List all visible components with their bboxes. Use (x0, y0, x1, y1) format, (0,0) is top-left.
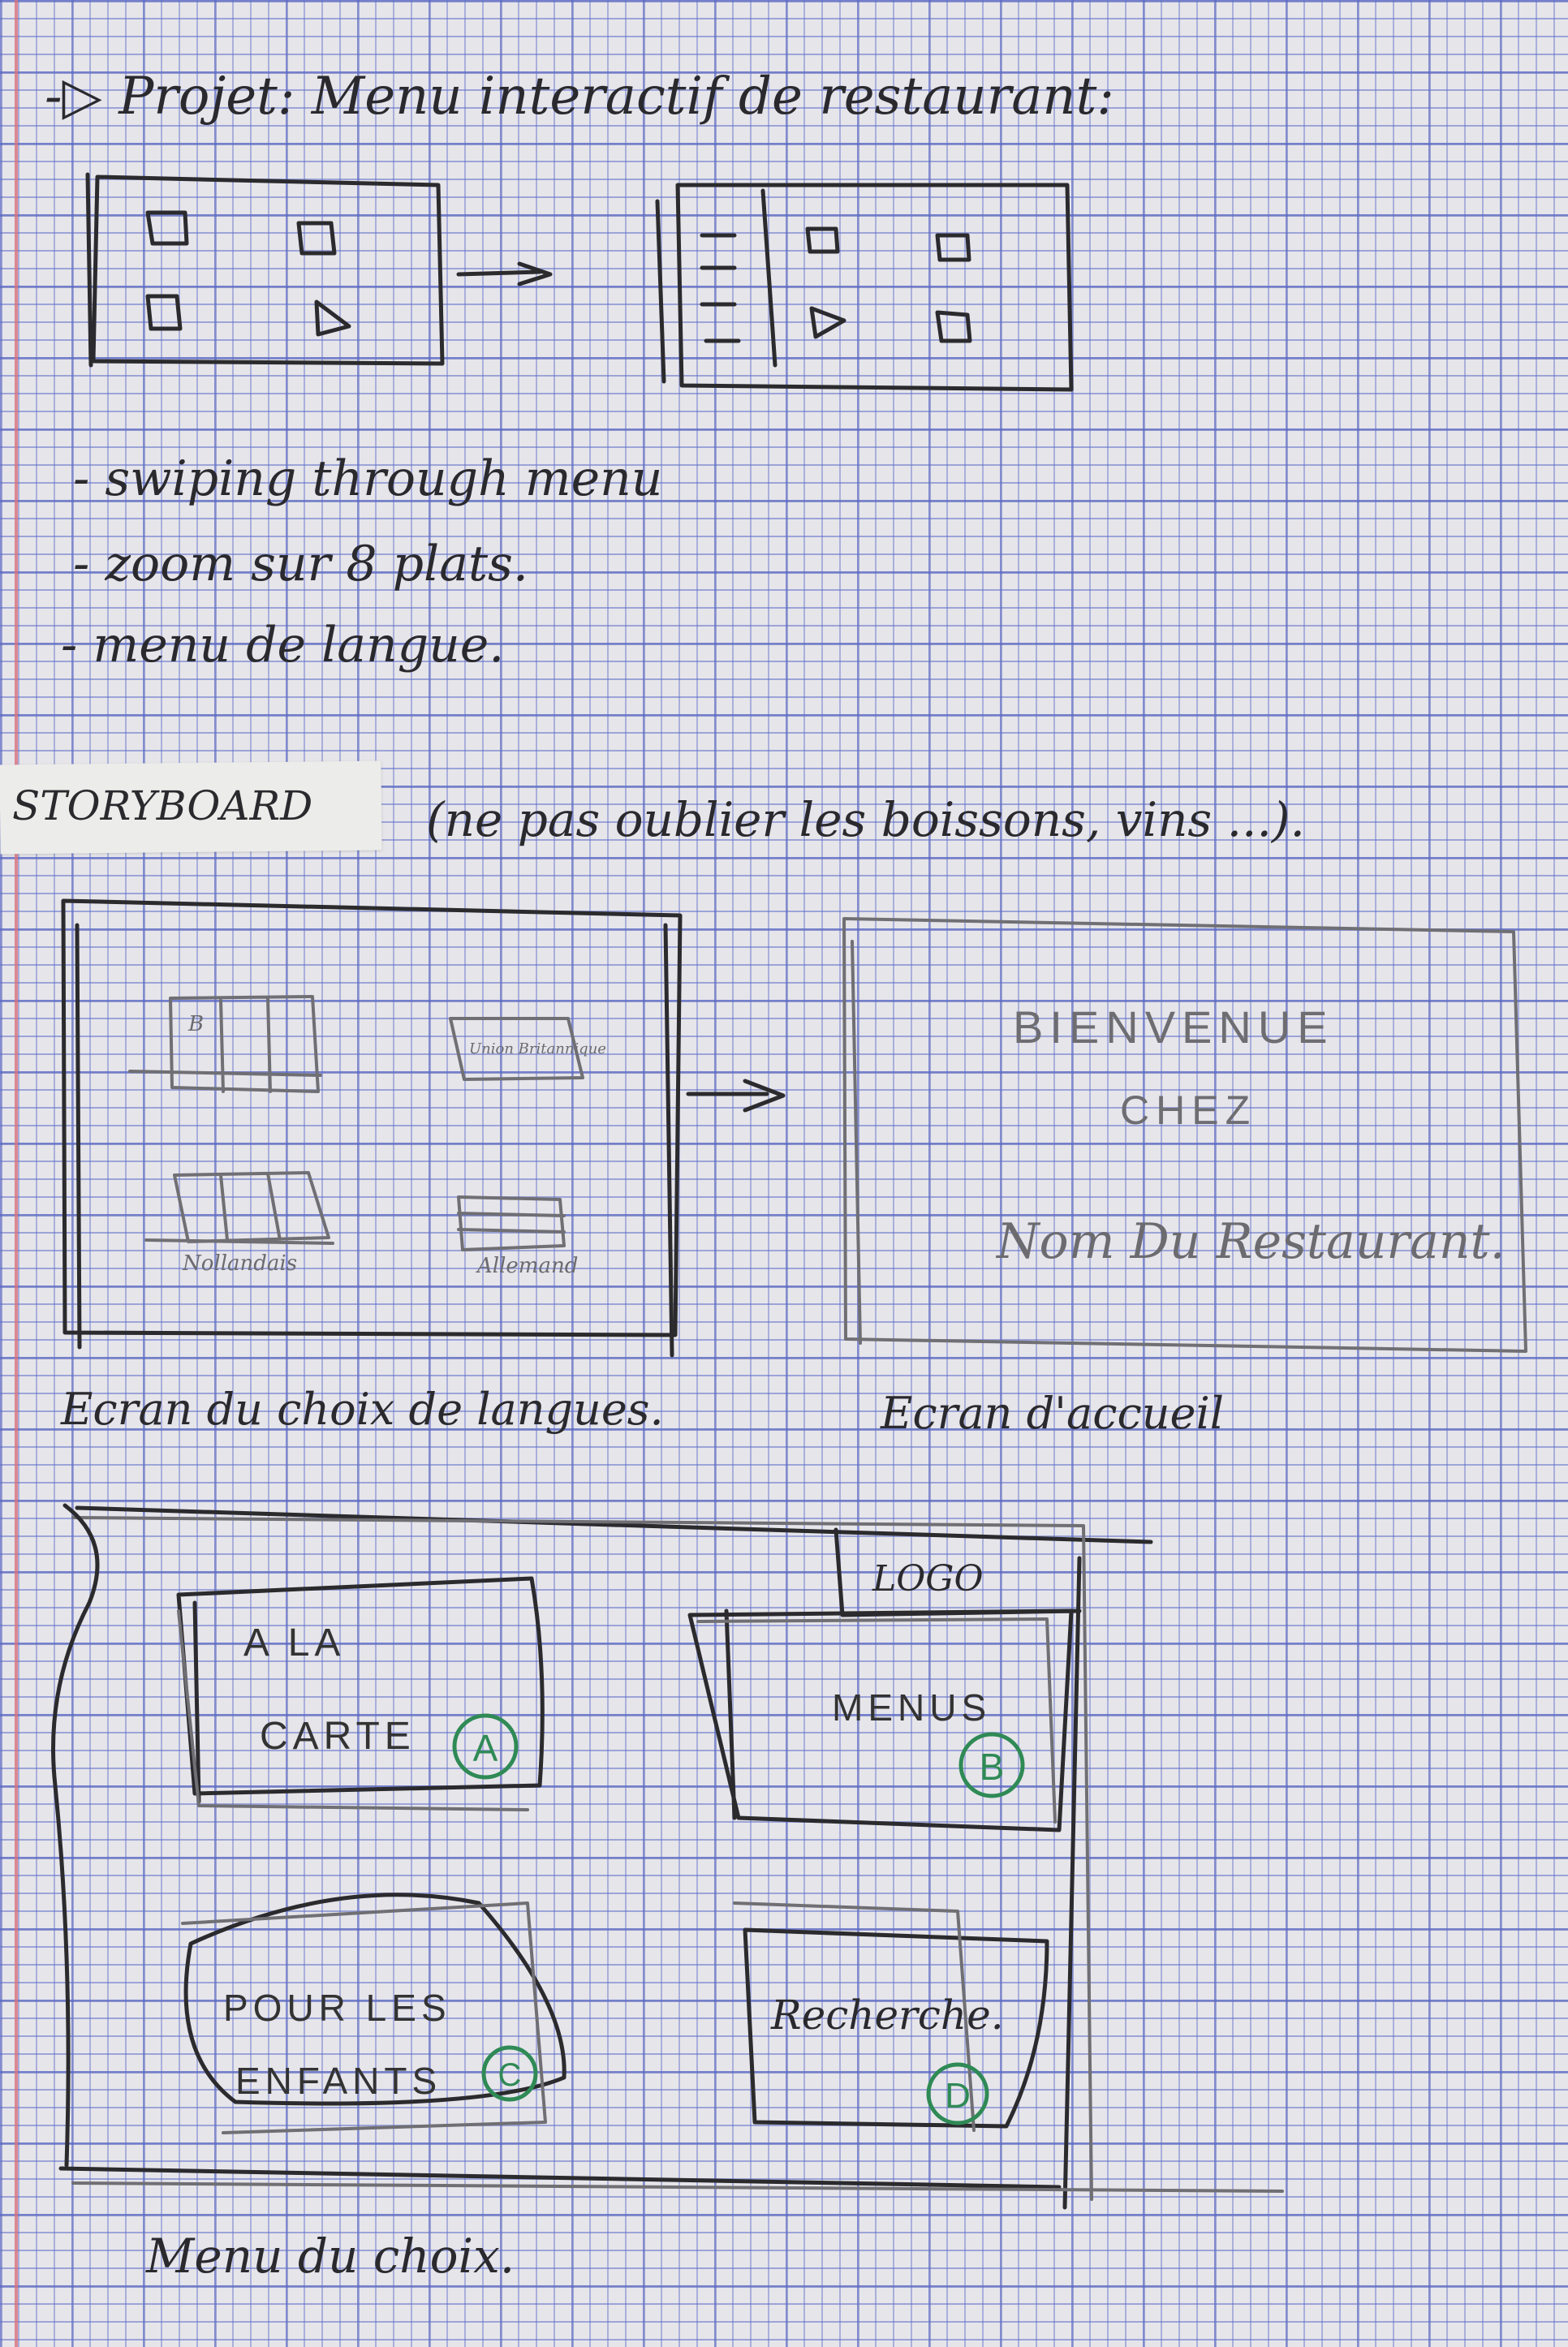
dish-icon (935, 310, 972, 343)
option-label: POUR LES (223, 1987, 451, 2029)
flag-icon (144, 1171, 334, 1245)
welcome-line: BIENVENUE (1013, 1001, 1334, 1053)
option-label: Recherche. (770, 1992, 1004, 2039)
page-title: -▷ Projet: Menu interactif de restaurant… (45, 67, 1114, 127)
option-card-frame (743, 1927, 1049, 2129)
flag-icon (457, 1195, 566, 1251)
sidebar-menu-lines (700, 233, 741, 343)
choice-menu-bottom-right (58, 1556, 1082, 2210)
restaurant-name-placeholder: Nom Du Restaurant. (995, 1213, 1506, 1270)
choice-menu-top-pencil (71, 1516, 1093, 2201)
sidebar-divider (760, 188, 778, 368)
dish-icon (809, 306, 846, 339)
option-badge-circle (926, 2062, 989, 2125)
margin-line (15, 0, 18, 2347)
logo-placeholder: LOGO (872, 1558, 984, 1600)
option-card-frame (687, 1608, 1074, 1832)
dish-icon (314, 299, 351, 337)
dish-icon (805, 226, 840, 254)
welcome-screen-frame (842, 917, 1527, 1353)
language-screen-caption: Ecran du choix de langues. (60, 1384, 664, 1435)
dish-icon (145, 294, 183, 331)
arrow-icon (686, 1079, 786, 1113)
sidebar-screen-edge (655, 199, 666, 384)
flag-label: Nollandais (182, 1251, 297, 1276)
welcome-screen: BIENVENUE CHEZ Nom Du Restaurant. (842, 917, 1527, 1353)
concept-sketch (85, 172, 1074, 392)
option-label: ENFANTS (235, 2060, 442, 2102)
option-card-frame (176, 1576, 545, 1804)
arrow-icon (456, 261, 553, 286)
dish-icon (145, 210, 189, 246)
option-badge-letter: A (473, 1727, 498, 1769)
choice-menu-left-edge (51, 1503, 100, 2168)
language-screen-sides (75, 923, 674, 1358)
choice-menu-top-edge (75, 1505, 1153, 1544)
welcome-line: CHEZ (1120, 1087, 1256, 1133)
flag-icon (449, 1017, 584, 1081)
choice-menu-bottom-pencil (71, 2181, 1284, 2193)
option-card[interactable]: A LA CARTE A (176, 1576, 545, 1811)
option-card-shadow (181, 1901, 547, 2134)
welcome-screen-caption: Ecran d'accueil (880, 1388, 1224, 1439)
option-card[interactable]: POUR LES ENFANTS C (181, 1893, 566, 2134)
option-badge-letter: B (980, 1746, 1005, 1788)
choice-menu-screen: LOGO A LA CARTE A MENUS B POUR LES ENFAN… (51, 1503, 1284, 2210)
language-screen: B Union Britannique Nollandais Allemand (61, 898, 683, 1358)
option-card-shadow (696, 1617, 1057, 1824)
flag-label: B (187, 1012, 204, 1036)
option-badge-circle (481, 2045, 538, 2102)
option-badge-circle (958, 1732, 1025, 1798)
flag-label: Allemand (476, 1254, 578, 1278)
grid-screen-edge (85, 172, 93, 368)
flag-icon (128, 995, 322, 1093)
grid-screen-frame (91, 174, 445, 366)
welcome-screen-edge (851, 940, 862, 1345)
flag-label: Union Britannique (469, 1040, 606, 1057)
option-card[interactable]: MENUS B (687, 1608, 1074, 1832)
option-label: A LA (243, 1621, 345, 1664)
dish-icon (935, 233, 971, 262)
note-line: - swiping through menu (73, 450, 662, 507)
option-card-shadow (733, 1901, 976, 2132)
option-badge-letter: C (498, 2057, 522, 2093)
sidebar-screen-frame (675, 183, 1074, 392)
language-screen-frame (61, 898, 683, 1337)
storyboard-reminder: (ne pas oublier les boissons, vins ...). (426, 792, 1305, 847)
option-label: MENUS (832, 1686, 991, 1729)
option-badge-letter: D (945, 2076, 971, 2116)
option-label: CARTE (260, 1715, 416, 1758)
choice-menu-caption: Menu du choix. (145, 2229, 515, 2284)
option-card-frame (183, 1893, 566, 2106)
option-badge-circle (452, 1713, 519, 1780)
option-card[interactable]: Recherche. D (733, 1901, 1049, 2132)
option-card-shadow (177, 1609, 529, 1811)
note-line: - zoom sur 8 plats. (73, 536, 528, 592)
note-line: - menu de langue. (61, 617, 504, 674)
storyboard-label: STORYBOARD (12, 782, 312, 829)
dish-icon (296, 221, 337, 256)
